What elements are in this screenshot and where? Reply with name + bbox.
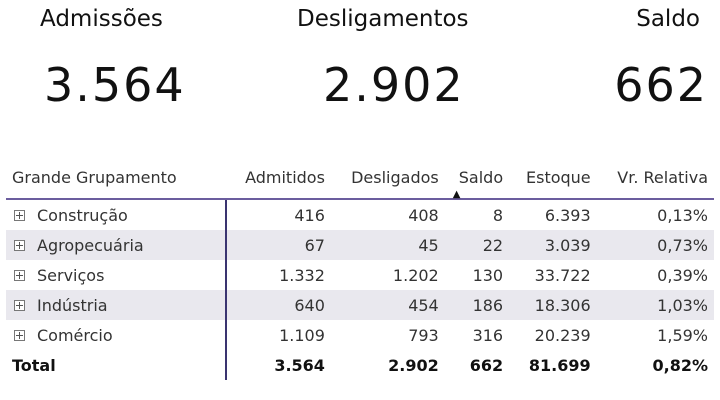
saldo-cell: 8 [492,205,504,225]
row-label: Comércio [37,326,113,345]
table-row: Agropecuária 67 45 22 3.039 0,73% [6,230,714,260]
admitidos-cell: 1.332 [279,265,325,285]
total-admitidos-cell: 3.564 [274,355,325,375]
kpi-admissoes-value: 3.564 [44,58,186,112]
admitidos-cell: 640 [226,290,331,320]
vr-relativa-cell: 1,59% [657,325,708,345]
row-header-cell: Construção [6,199,227,230]
row-header-cell: Indústria [6,290,227,320]
table-row: Comércio 1.109 793 316 20.239 1,59% [6,320,714,350]
desligados-cell: 793 [408,325,439,345]
total-label-cell: Total [6,350,227,380]
kpi-desligamentos-value: 2.902 [323,58,465,112]
row-label: Serviços [37,266,105,285]
kpi-desligamentos-label: Desligamentos [297,6,469,32]
desligados-cell: 408 [408,205,439,225]
vr-relativa-cell: 0,13% [657,205,708,225]
row-header-cell: Serviços [6,260,227,290]
table-row: Construção 416 408 8 6.393 0,13% [6,199,714,230]
column-header-estoque[interactable]: Estoque [509,158,597,200]
table-row: Indústria 640 454 186 18.306 1,03% [6,290,714,320]
admitidos-cell: 1.109 [279,325,325,345]
saldo-cell: 316 [472,325,504,345]
total-estoque-cell: 81.699 [528,355,591,375]
row-label: Agropecuária [37,236,144,255]
saldo-cell: 22 [444,230,510,260]
kpi-admissoes-label: Admissões [40,6,163,32]
table-header-row: Grande Grupamento Admitidos Desligados S… [6,158,714,200]
admitidos-cell: 416 [294,205,325,225]
column-header-saldo[interactable]: Saldo ▲ [444,158,510,200]
column-header-desligados[interactable]: Desligados [330,158,445,200]
estoque-cell: 33.722 [534,265,591,285]
admitidos-cell: 67 [226,230,331,260]
column-header-saldo-label: Saldo [458,167,504,187]
vr-relativa-cell: 0,73% [596,230,714,260]
desligados-cell: 1.202 [392,265,439,285]
row-header-cell: Agropecuária [6,230,227,260]
row-header-cell: Comércio [6,320,227,350]
column-header-admitidos[interactable]: Admitidos [226,158,331,200]
vr-relativa-cell: 1,03% [596,290,714,320]
estoque-cell: 3.039 [509,230,597,260]
desligados-cell: 45 [330,230,445,260]
table-row: Serviços 1.332 1.202 130 33.722 0,39% [6,260,714,290]
expand-plus-icon[interactable] [14,240,25,251]
estoque-cell: 20.239 [534,325,591,345]
matrix-table: Grande Grupamento Admitidos Desligados S… [6,158,714,380]
expand-plus-icon[interactable] [14,210,25,221]
row-label: Construção [37,206,128,225]
vr-relativa-cell: 0,39% [657,265,708,285]
column-header-grande-grupamento[interactable]: Grande Grupamento [6,158,226,200]
expand-plus-icon[interactable] [14,330,25,341]
estoque-cell: 6.393 [544,205,591,225]
total-vr-relativa-cell: 0,82% [652,355,708,375]
expand-plus-icon[interactable] [14,270,25,281]
saldo-cell: 130 [472,265,504,285]
column-header-vr-relativa[interactable]: Vr. Relativa [596,158,714,200]
saldo-cell: 186 [444,290,510,320]
total-row: Total 3.564 2.902 662 81.699 0,82% [6,350,714,380]
desligados-cell: 454 [330,290,445,320]
total-saldo-cell: 662 [469,355,504,375]
expand-plus-icon[interactable] [14,300,25,311]
kpi-saldo-label: Saldo [636,6,700,32]
row-label: Indústria [37,296,108,315]
total-desligados-cell: 2.902 [388,355,439,375]
sort-ascending-icon: ▲ [452,189,461,200]
estoque-cell: 18.306 [509,290,597,320]
kpi-saldo-value: 662 [614,58,708,112]
